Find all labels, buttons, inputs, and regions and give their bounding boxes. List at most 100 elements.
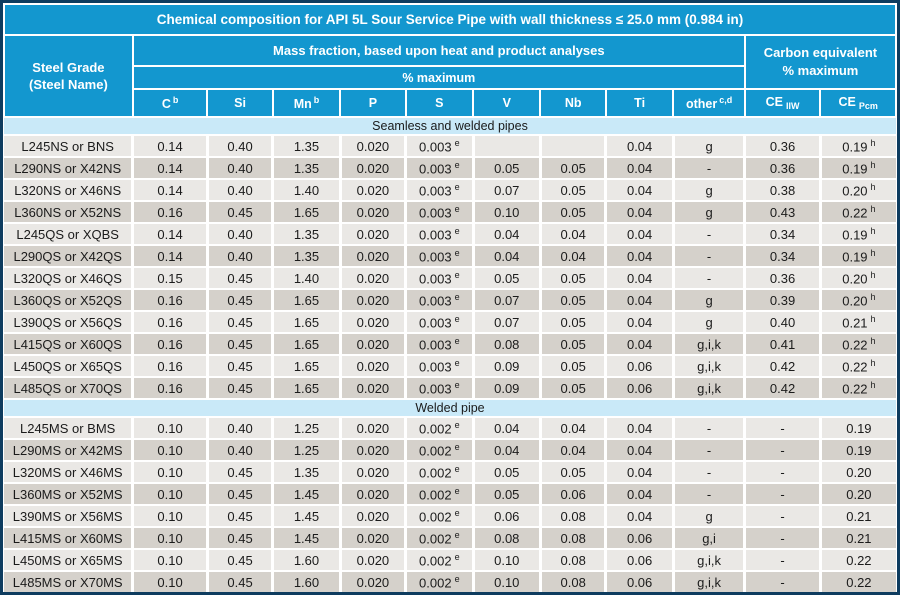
footnote-superscript: e bbox=[454, 225, 460, 236]
table-row: L360QS or X52QS 0.16 0.45 1.65 0.020 0.003 e 0.… bbox=[4, 288, 896, 311]
value-cell: 0.40 bbox=[743, 310, 821, 333]
composition-table: Chemical composition for API 5L Sour Ser… bbox=[3, 3, 898, 592]
value-cell: 0.20 h bbox=[818, 266, 896, 289]
footnote-superscript: c,d bbox=[719, 94, 733, 105]
footnote-superscript: e bbox=[454, 551, 460, 562]
grade-cell: L320NS or X46NS bbox=[4, 178, 133, 201]
value-cell: 1.65 bbox=[271, 288, 341, 311]
grade-cell: L415QS or X60QS bbox=[4, 332, 133, 355]
value-cell: 0.08 bbox=[538, 526, 606, 549]
value-cell: 0.04 bbox=[604, 482, 674, 505]
value-cell: 0.07 bbox=[471, 310, 541, 333]
value-cell: 0.002 e bbox=[404, 460, 474, 483]
grade-cell: L360QS or X52QS bbox=[4, 288, 133, 311]
value-cell: 1.25 bbox=[271, 438, 341, 461]
footnote-superscript: h bbox=[870, 335, 876, 346]
value-cell: 0.45 bbox=[205, 266, 273, 289]
table-row: L320MS or X46MS 0.10 0.45 1.35 0.020 0.002 e 0.… bbox=[4, 460, 896, 483]
grade-cell: L485MS or X70MS bbox=[4, 570, 133, 592]
value-cell: - bbox=[671, 416, 745, 439]
value-cell: g,i,k bbox=[671, 354, 745, 377]
value-cell: 0.05 bbox=[471, 156, 541, 179]
value-cell: - bbox=[671, 266, 745, 289]
table-row: L450MS or X65MS 0.10 0.45 1.60 0.020 0.002 e 0.… bbox=[4, 548, 896, 571]
value-cell: 0.22 bbox=[818, 570, 896, 592]
value-cell: 0.020 bbox=[338, 438, 406, 461]
value-cell: g,i,k bbox=[671, 376, 745, 399]
value-cell: 0.04 bbox=[604, 438, 674, 461]
value-cell: 0.19 h bbox=[818, 134, 896, 157]
value-cell: g,i bbox=[671, 526, 745, 549]
value-cell: - bbox=[671, 156, 745, 179]
value-cell: 0.020 bbox=[338, 504, 406, 527]
value-cell: - bbox=[743, 504, 821, 527]
value-cell: 0.43 bbox=[743, 200, 821, 223]
grade-cell: L245QS or XQBS bbox=[4, 222, 133, 245]
steel-grade-line2: (Steel Name) bbox=[29, 77, 108, 92]
grade-cell: L450QS or X65QS bbox=[4, 354, 133, 377]
value-cell: 0.14 bbox=[131, 244, 208, 267]
value-cell: g bbox=[671, 178, 745, 201]
group-header-row: Steel Grade (Steel Name) Mass fraction, … bbox=[3, 34, 898, 118]
value-cell: 1.35 bbox=[271, 156, 341, 179]
grade-cell: L290QS or X42QS bbox=[4, 244, 133, 267]
column-header-steel-grade: Steel Grade (Steel Name) bbox=[3, 34, 134, 118]
table-row: L360NS or X52NS 0.16 0.45 1.65 0.020 0.003 e 0.… bbox=[4, 200, 896, 223]
footnote-superscript: h bbox=[870, 137, 876, 148]
value-cell: 0.21 bbox=[818, 526, 896, 549]
table-row: L360MS or X52MS 0.10 0.45 1.45 0.020 0.002 e 0.… bbox=[4, 482, 896, 505]
value-cell: 0.45 bbox=[205, 526, 273, 549]
footnote-superscript: e bbox=[454, 573, 460, 584]
value-cell: 0.36 bbox=[743, 156, 821, 179]
value-cell: 0.002 e bbox=[404, 570, 474, 592]
value-cell: 0.04 bbox=[604, 310, 674, 333]
value-cell: 0.19 h bbox=[818, 244, 896, 267]
value-cell bbox=[538, 134, 606, 157]
value-cell: 1.45 bbox=[271, 526, 341, 549]
value-cell: 1.65 bbox=[271, 200, 341, 223]
footnote-superscript: h bbox=[870, 203, 876, 214]
value-cell: 0.020 bbox=[338, 526, 406, 549]
value-cell: 0.020 bbox=[338, 332, 406, 355]
footnote-superscript: h bbox=[870, 379, 876, 390]
table-row: L390MS or X56MS 0.10 0.45 1.45 0.020 0.002 e 0.… bbox=[4, 504, 896, 527]
footnote-superscript: h bbox=[870, 247, 876, 258]
value-cell: 0.16 bbox=[131, 310, 208, 333]
value-cell: 1.25 bbox=[271, 416, 341, 439]
value-cell: g bbox=[671, 504, 745, 527]
value-cell: 0.22 h bbox=[818, 354, 896, 377]
value-cell: 1.60 bbox=[271, 548, 341, 571]
value-cell: 0.10 bbox=[131, 438, 208, 461]
value-cell: - bbox=[743, 438, 821, 461]
value-cell: 0.20 h bbox=[818, 178, 896, 201]
value-cell: 0.04 bbox=[604, 416, 674, 439]
grade-cell: L450MS or X65MS bbox=[4, 548, 133, 571]
value-cell: 1.40 bbox=[271, 266, 341, 289]
value-cell: 0.05 bbox=[538, 310, 606, 333]
value-cell: 0.22 h bbox=[818, 332, 896, 355]
table-row: L290MS or X42MS 0.10 0.40 1.25 0.020 0.002 e 0.… bbox=[4, 438, 896, 461]
table-row: L415QS or X60QS 0.16 0.45 1.65 0.020 0.003 e 0.… bbox=[4, 332, 896, 355]
footnote-superscript: h bbox=[870, 357, 876, 368]
value-cell: 0.10 bbox=[131, 460, 208, 483]
table-row: L320QS or X46QS 0.15 0.45 1.40 0.020 0.003 e 0.… bbox=[4, 266, 896, 289]
grade-cell: L415MS or X60MS bbox=[4, 526, 133, 549]
value-cell: 0.22 h bbox=[818, 200, 896, 223]
value-cell: 0.42 bbox=[743, 354, 821, 377]
value-cell: 0.003 e bbox=[404, 332, 474, 355]
value-cell: 0.08 bbox=[538, 570, 606, 592]
value-cell: 0.14 bbox=[131, 222, 208, 245]
value-cell: 0.42 bbox=[743, 376, 821, 399]
value-cell: 0.06 bbox=[604, 570, 674, 592]
value-cell: 0.003 e bbox=[404, 354, 474, 377]
column-header-ce-pcm: CE Pcm bbox=[819, 88, 897, 118]
value-cell: 0.04 bbox=[604, 504, 674, 527]
value-cell: 0.020 bbox=[338, 570, 406, 592]
section-header: Welded pipe bbox=[4, 398, 896, 417]
value-cell: 0.05 bbox=[538, 266, 606, 289]
value-cell: 0.45 bbox=[205, 354, 273, 377]
footnote-superscript: h bbox=[870, 181, 876, 192]
grade-cell: L290NS or X42NS bbox=[4, 156, 133, 179]
value-cell: 0.04 bbox=[604, 266, 674, 289]
